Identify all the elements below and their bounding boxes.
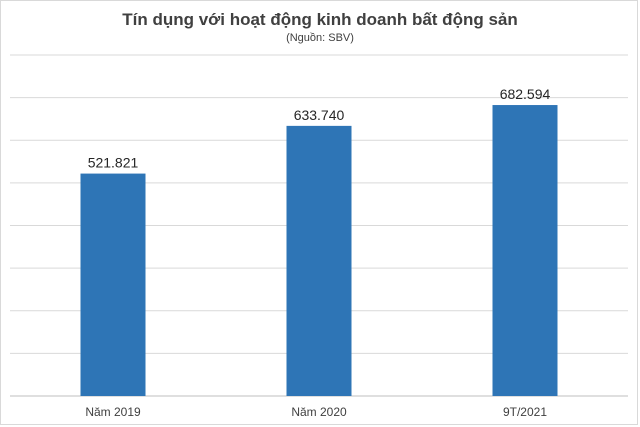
chart-title: Tín dụng với hoạt động kinh doanh bất độ… (122, 10, 518, 29)
bar-0 (80, 173, 146, 396)
bar-1 (286, 125, 352, 397)
data-label-2: 682.594 (500, 86, 551, 102)
data-label-0: 521.821 (88, 155, 139, 171)
x-tick-label-0: Năm 2019 (85, 405, 141, 419)
x-tick-label-2: 9T/2021 (503, 405, 547, 419)
bar-2 (492, 105, 558, 396)
data-label-1: 633.740 (294, 107, 345, 123)
x-tick-label-1: Năm 2020 (291, 405, 347, 419)
chart-subtitle: (Nguồn: SBV) (286, 32, 354, 44)
